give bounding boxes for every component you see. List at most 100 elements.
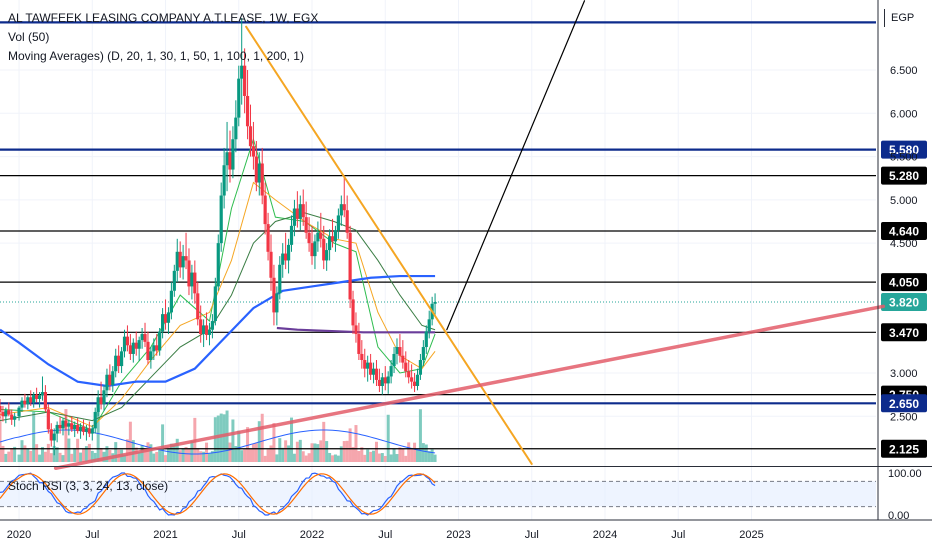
candle-body — [35, 394, 39, 399]
candle-body — [155, 345, 159, 351]
candle-body — [307, 232, 311, 244]
volume-bar — [231, 419, 235, 462]
candle-body — [234, 117, 238, 140]
x-tick-label: Jul — [232, 529, 246, 541]
volume-bar — [93, 452, 97, 462]
volume-bar — [43, 451, 47, 462]
stoch-rsi-label[interactable]: Stoch RSI (3, 3, 24, 13, close) — [8, 479, 169, 493]
volume-bar — [339, 446, 343, 462]
candle-body — [17, 407, 21, 417]
candle-body — [213, 286, 217, 322]
candle-body — [330, 236, 335, 242]
candle-body — [190, 272, 194, 287]
level-label-box — [881, 323, 927, 342]
volume-bar — [251, 443, 255, 462]
candle-body — [292, 208, 297, 226]
candle-body — [117, 355, 121, 367]
volume-bar — [58, 452, 62, 462]
candle-body — [202, 325, 206, 335]
candle-body — [90, 428, 94, 434]
volume-bar — [152, 453, 156, 462]
candle-body — [70, 423, 74, 430]
candle-body — [216, 243, 220, 287]
x-tick-label: 2024 — [593, 529, 617, 541]
candle-body — [149, 351, 153, 361]
candle-body — [383, 377, 387, 384]
candle-body — [301, 204, 305, 218]
volume-bar — [290, 417, 294, 462]
level-label-box — [881, 439, 927, 458]
candle-body — [398, 347, 402, 356]
candle-body — [389, 366, 393, 377]
candle-body — [58, 424, 62, 429]
volume-bar — [234, 446, 238, 462]
level-label: 3.470 — [889, 326, 919, 340]
volume-indicator-label[interactable]: Vol (50) — [8, 30, 50, 44]
candle-body — [93, 411, 97, 429]
candle-body — [196, 293, 200, 320]
candle-body — [140, 334, 144, 341]
volume-bar — [328, 452, 332, 462]
trendlines-layer — [53, 0, 886, 470]
candle-body — [392, 353, 396, 367]
volume-bar — [322, 421, 326, 462]
candle-body — [67, 423, 71, 427]
x-tick-label: 2023 — [446, 529, 470, 541]
candle-body — [281, 253, 285, 265]
candle-body — [87, 428, 91, 434]
candle-body — [55, 424, 59, 434]
x-tick-label: Jul — [671, 529, 685, 541]
candle-body — [278, 264, 282, 294]
volume-bar — [79, 452, 83, 462]
candle-body — [172, 270, 176, 291]
candle-body — [161, 314, 165, 332]
volume-bar — [383, 455, 387, 462]
level-label: 2.125 — [889, 442, 919, 456]
volume-bar — [307, 453, 311, 462]
volume-bar — [263, 455, 267, 462]
x-tick-label: 2020 — [7, 529, 31, 541]
ma-line-ma50 — [0, 212, 436, 422]
currency-label[interactable]: EGP — [884, 9, 931, 27]
candle-body — [231, 139, 235, 170]
candle-body — [345, 210, 349, 233]
volume-bar — [401, 448, 405, 462]
volume-bar — [260, 413, 264, 462]
candle-body — [295, 208, 299, 219]
volume-bar — [29, 450, 33, 462]
moving-averages-label[interactable]: Moving Averages) (D, 20, 1, 30, 1, 50, 1… — [8, 49, 304, 63]
volume-bar — [114, 442, 118, 462]
candle-body — [46, 409, 50, 430]
candle-body — [49, 429, 53, 441]
volume-bar — [316, 444, 320, 462]
volume-bar — [363, 454, 367, 462]
candle-body — [166, 312, 171, 323]
candle-body — [52, 433, 56, 441]
x-tick-label: 2022 — [300, 529, 324, 541]
volume-bar — [13, 446, 17, 462]
candle-body — [237, 78, 241, 118]
volume-bar — [181, 448, 185, 462]
volume-bar — [333, 454, 337, 462]
volume-bar — [207, 453, 211, 462]
volume-bar — [410, 447, 414, 462]
volume-bar — [319, 440, 323, 462]
volume-bar — [222, 414, 226, 462]
level-label: 2.650 — [889, 397, 919, 411]
volume-bar — [202, 451, 206, 462]
volume-bar — [210, 451, 214, 462]
x-tick-label: 2025 — [739, 529, 763, 541]
volume-bar — [146, 442, 150, 462]
volume-bar — [287, 445, 291, 462]
candle-body — [325, 250, 329, 261]
candle-body — [10, 414, 14, 420]
volume-bar — [169, 443, 173, 462]
volume-bar — [123, 454, 127, 462]
volume-bar — [219, 413, 223, 462]
candle-body — [251, 146, 256, 157]
candle-body — [407, 371, 411, 378]
volume-bar — [134, 447, 138, 462]
candle-body — [108, 374, 112, 386]
